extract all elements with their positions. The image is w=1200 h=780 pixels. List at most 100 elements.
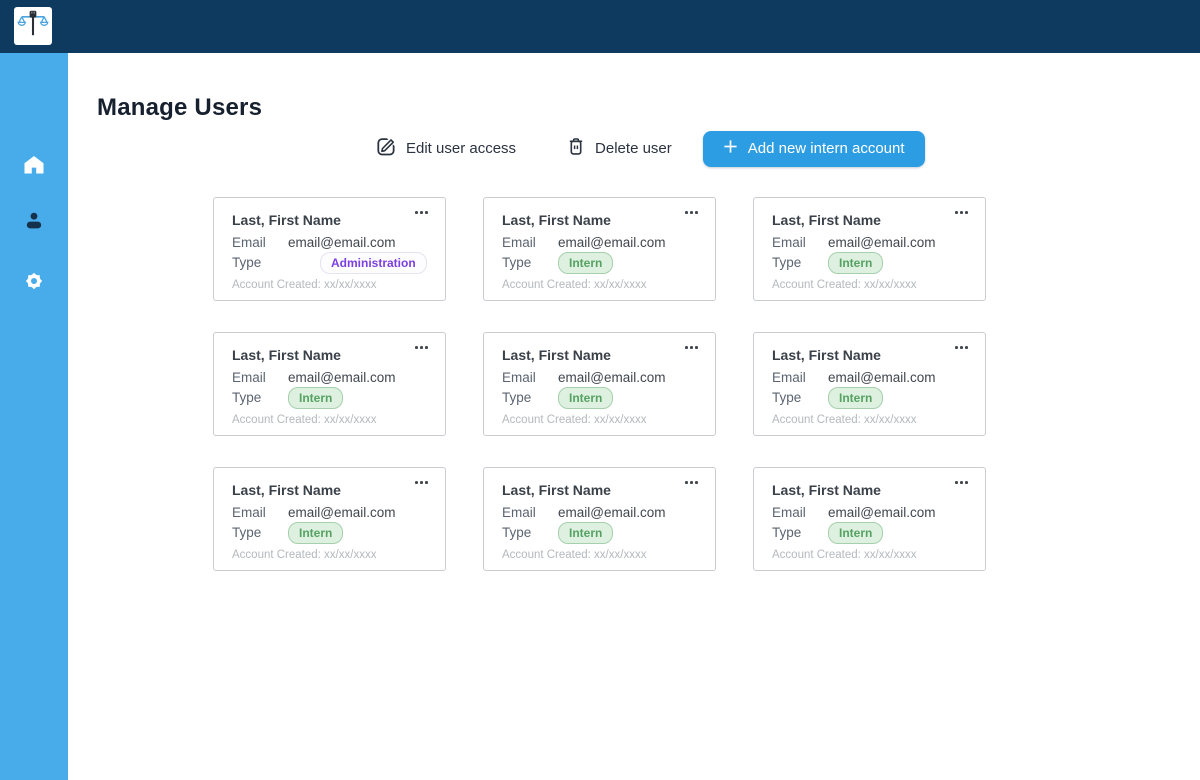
user-name: Last, First Name: [772, 347, 881, 363]
email-row: Email email@email.com: [772, 368, 969, 387]
ellipsis-icon: [425, 211, 428, 214]
type-label: Type: [502, 525, 532, 540]
ellipsis-icon: [415, 481, 418, 484]
type-badge: Intern: [288, 386, 344, 409]
card-menu-button[interactable]: [952, 208, 971, 217]
email-row: Email email@email.com: [502, 233, 699, 252]
edit-user-access-label: Edit user access: [406, 140, 517, 157]
user-card: Last, First Name Email email@email.com T…: [753, 197, 986, 301]
card-menu-button[interactable]: [952, 343, 971, 352]
card-menu-button[interactable]: [952, 478, 971, 487]
type-label: Type: [772, 525, 802, 540]
user-icon: [22, 209, 46, 238]
toolbar: Edit user access Delete user: [376, 130, 925, 167]
email-label: Email: [772, 370, 806, 385]
type-row: Type Intern: [232, 521, 429, 544]
user-card: Last, First Name Email email@email.com T…: [483, 332, 716, 436]
type-label: Type: [502, 255, 532, 270]
type-badge: Intern: [288, 521, 344, 544]
email-value: email@email.com: [828, 370, 936, 385]
email-value: email@email.com: [558, 505, 666, 520]
delete-user-label: Delete user: [595, 140, 672, 157]
ellipsis-icon: [420, 346, 423, 349]
card-menu-button[interactable]: [682, 208, 701, 217]
top-bar: [0, 0, 1200, 53]
app-logo[interactable]: [14, 7, 52, 45]
ellipsis-icon: [960, 211, 963, 214]
email-value: email@email.com: [288, 235, 396, 250]
type-row: Type Intern: [502, 386, 699, 409]
ellipsis-icon: [960, 481, 963, 484]
ellipsis-icon: [690, 481, 693, 484]
sidebar-item-settings[interactable]: [0, 268, 68, 298]
user-name: Last, First Name: [502, 482, 611, 498]
ellipsis-icon: [420, 211, 423, 214]
user-name: Last, First Name: [232, 347, 341, 363]
email-label: Email: [232, 370, 266, 385]
email-value: email@email.com: [558, 235, 666, 250]
type-badge: Intern: [828, 521, 884, 544]
type-label: Type: [232, 525, 262, 540]
account-created-text: Account Created: xx/xx/xxxx: [772, 549, 917, 561]
user-name: Last, First Name: [772, 212, 881, 228]
card-menu-button[interactable]: [412, 208, 431, 217]
account-created-text: Account Created: xx/xx/xxxx: [502, 279, 647, 291]
sidebar-item-home[interactable]: [0, 152, 68, 182]
email-label: Email: [502, 505, 536, 520]
type-row: Type Intern: [772, 386, 969, 409]
email-row: Email email@email.com: [772, 503, 969, 522]
home-icon: [22, 153, 46, 182]
email-row: Email email@email.com: [232, 503, 429, 522]
type-row: Type Intern: [772, 251, 969, 274]
ellipsis-icon: [955, 346, 958, 349]
email-label: Email: [772, 235, 806, 250]
user-card: Last, First Name Email email@email.com T…: [213, 332, 446, 436]
edit-user-access-button[interactable]: Edit user access: [376, 134, 517, 161]
email-row: Email email@email.com: [232, 368, 429, 387]
card-menu-button[interactable]: [682, 343, 701, 352]
email-row: Email email@email.com: [502, 368, 699, 387]
scales-of-justice-icon: [17, 8, 49, 45]
type-label: Type: [502, 390, 532, 405]
account-created-text: Account Created: xx/xx/xxxx: [232, 549, 377, 561]
add-new-intern-account-button[interactable]: Add new intern account: [702, 130, 925, 167]
user-card: Last, First Name Email email@email.com T…: [483, 467, 716, 571]
ellipsis-icon: [965, 481, 968, 484]
email-row: Email email@email.com: [772, 233, 969, 252]
ellipsis-icon: [685, 346, 688, 349]
account-created-text: Account Created: xx/xx/xxxx: [772, 279, 917, 291]
type-row: Type Intern: [232, 386, 429, 409]
type-row: Type Intern: [502, 521, 699, 544]
account-created-text: Account Created: xx/xx/xxxx: [772, 414, 917, 426]
plus-icon: [723, 139, 738, 158]
card-menu-button[interactable]: [412, 478, 431, 487]
email-value: email@email.com: [828, 505, 936, 520]
card-menu-button[interactable]: [682, 478, 701, 487]
sidebar-item-users[interactable]: [0, 208, 68, 238]
email-value: email@email.com: [558, 370, 666, 385]
ellipsis-icon: [965, 346, 968, 349]
user-name: Last, First Name: [772, 482, 881, 498]
email-value: email@email.com: [828, 235, 936, 250]
type-badge: Intern: [558, 521, 614, 544]
type-label: Type: [232, 390, 262, 405]
ellipsis-icon: [425, 346, 428, 349]
ellipsis-icon: [960, 346, 963, 349]
email-row: Email email@email.com: [232, 233, 429, 252]
ellipsis-icon: [695, 481, 698, 484]
pencil-square-icon: [376, 134, 399, 161]
email-label: Email: [772, 505, 806, 520]
email-value: email@email.com: [288, 370, 396, 385]
user-card: Last, First Name Email email@email.com T…: [213, 197, 446, 301]
ellipsis-icon: [685, 211, 688, 214]
user-name: Last, First Name: [502, 347, 611, 363]
ellipsis-icon: [695, 211, 698, 214]
email-row: Email email@email.com: [502, 503, 699, 522]
card-menu-button[interactable]: [412, 343, 431, 352]
type-label: Type: [232, 255, 262, 270]
type-badge: Intern: [828, 386, 884, 409]
email-value: email@email.com: [288, 505, 396, 520]
ellipsis-icon: [415, 346, 418, 349]
add-new-intern-account-label: Add new intern account: [747, 140, 905, 157]
delete-user-button[interactable]: Delete user: [566, 136, 672, 161]
